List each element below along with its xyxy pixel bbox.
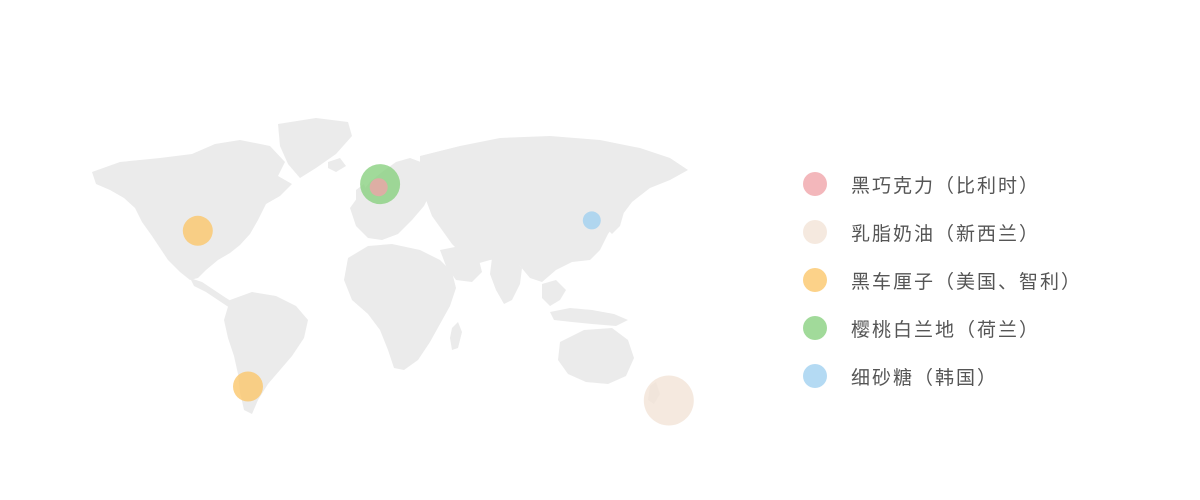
- legend-label: 黑车厘子（美国、智利）: [851, 270, 1083, 293]
- land-madagascar: [450, 322, 462, 350]
- land-japan: [606, 206, 624, 234]
- marker-chile[interactable]: [233, 371, 263, 402]
- land-masses: [92, 118, 688, 414]
- legend-label: 黑巧克力（比利时）: [851, 174, 1041, 197]
- map-markers: [182, 164, 694, 426]
- world-map: [80, 110, 700, 440]
- legend-label: 樱桃白兰地（荷兰）: [851, 318, 1041, 341]
- marker-new-zealand[interactable]: [643, 375, 694, 426]
- land-india: [490, 256, 522, 304]
- land-australia: [558, 328, 634, 384]
- legend-item-kirsch[interactable]: 樱桃白兰地（荷兰）: [803, 304, 1183, 352]
- land-africa: [344, 244, 456, 370]
- land-southeast-asia: [542, 280, 566, 306]
- dot-icon: [803, 220, 827, 244]
- marker-korea[interactable]: [582, 211, 601, 230]
- land-central-america: [190, 278, 236, 308]
- legend-label: 细砂糖（韩国）: [851, 366, 999, 389]
- legend-item-dark-chocolate[interactable]: 黑巧克力（比利时）: [803, 160, 1183, 208]
- world-map-svg: [92, 118, 694, 426]
- land-greenland: [278, 118, 352, 178]
- legend-item-black-cherry[interactable]: 黑车厘子（美国、智利）: [803, 256, 1183, 304]
- marker-usa[interactable]: [182, 215, 213, 246]
- legend-item-cream[interactable]: 乳脂奶油（新西兰）: [803, 208, 1183, 256]
- land-iceland: [328, 158, 346, 172]
- land-indonesia: [550, 308, 628, 326]
- land-north-america: [92, 140, 292, 280]
- land-arabia: [440, 246, 482, 282]
- legend-item-sugar[interactable]: 细砂糖（韩国）: [803, 352, 1183, 400]
- dot-icon: [803, 268, 827, 292]
- land-europe: [350, 158, 438, 240]
- legend-label: 乳脂奶油（新西兰）: [851, 222, 1041, 245]
- land-asia: [420, 136, 688, 282]
- dot-icon: [803, 316, 827, 340]
- legend: 黑巧克力（比利时） 乳脂奶油（新西兰） 黑车厘子（美国、智利） 樱桃白兰地（荷兰…: [803, 160, 1183, 400]
- dot-icon: [803, 172, 827, 196]
- marker-belgium[interactable]: [369, 178, 388, 197]
- dot-icon: [803, 364, 827, 388]
